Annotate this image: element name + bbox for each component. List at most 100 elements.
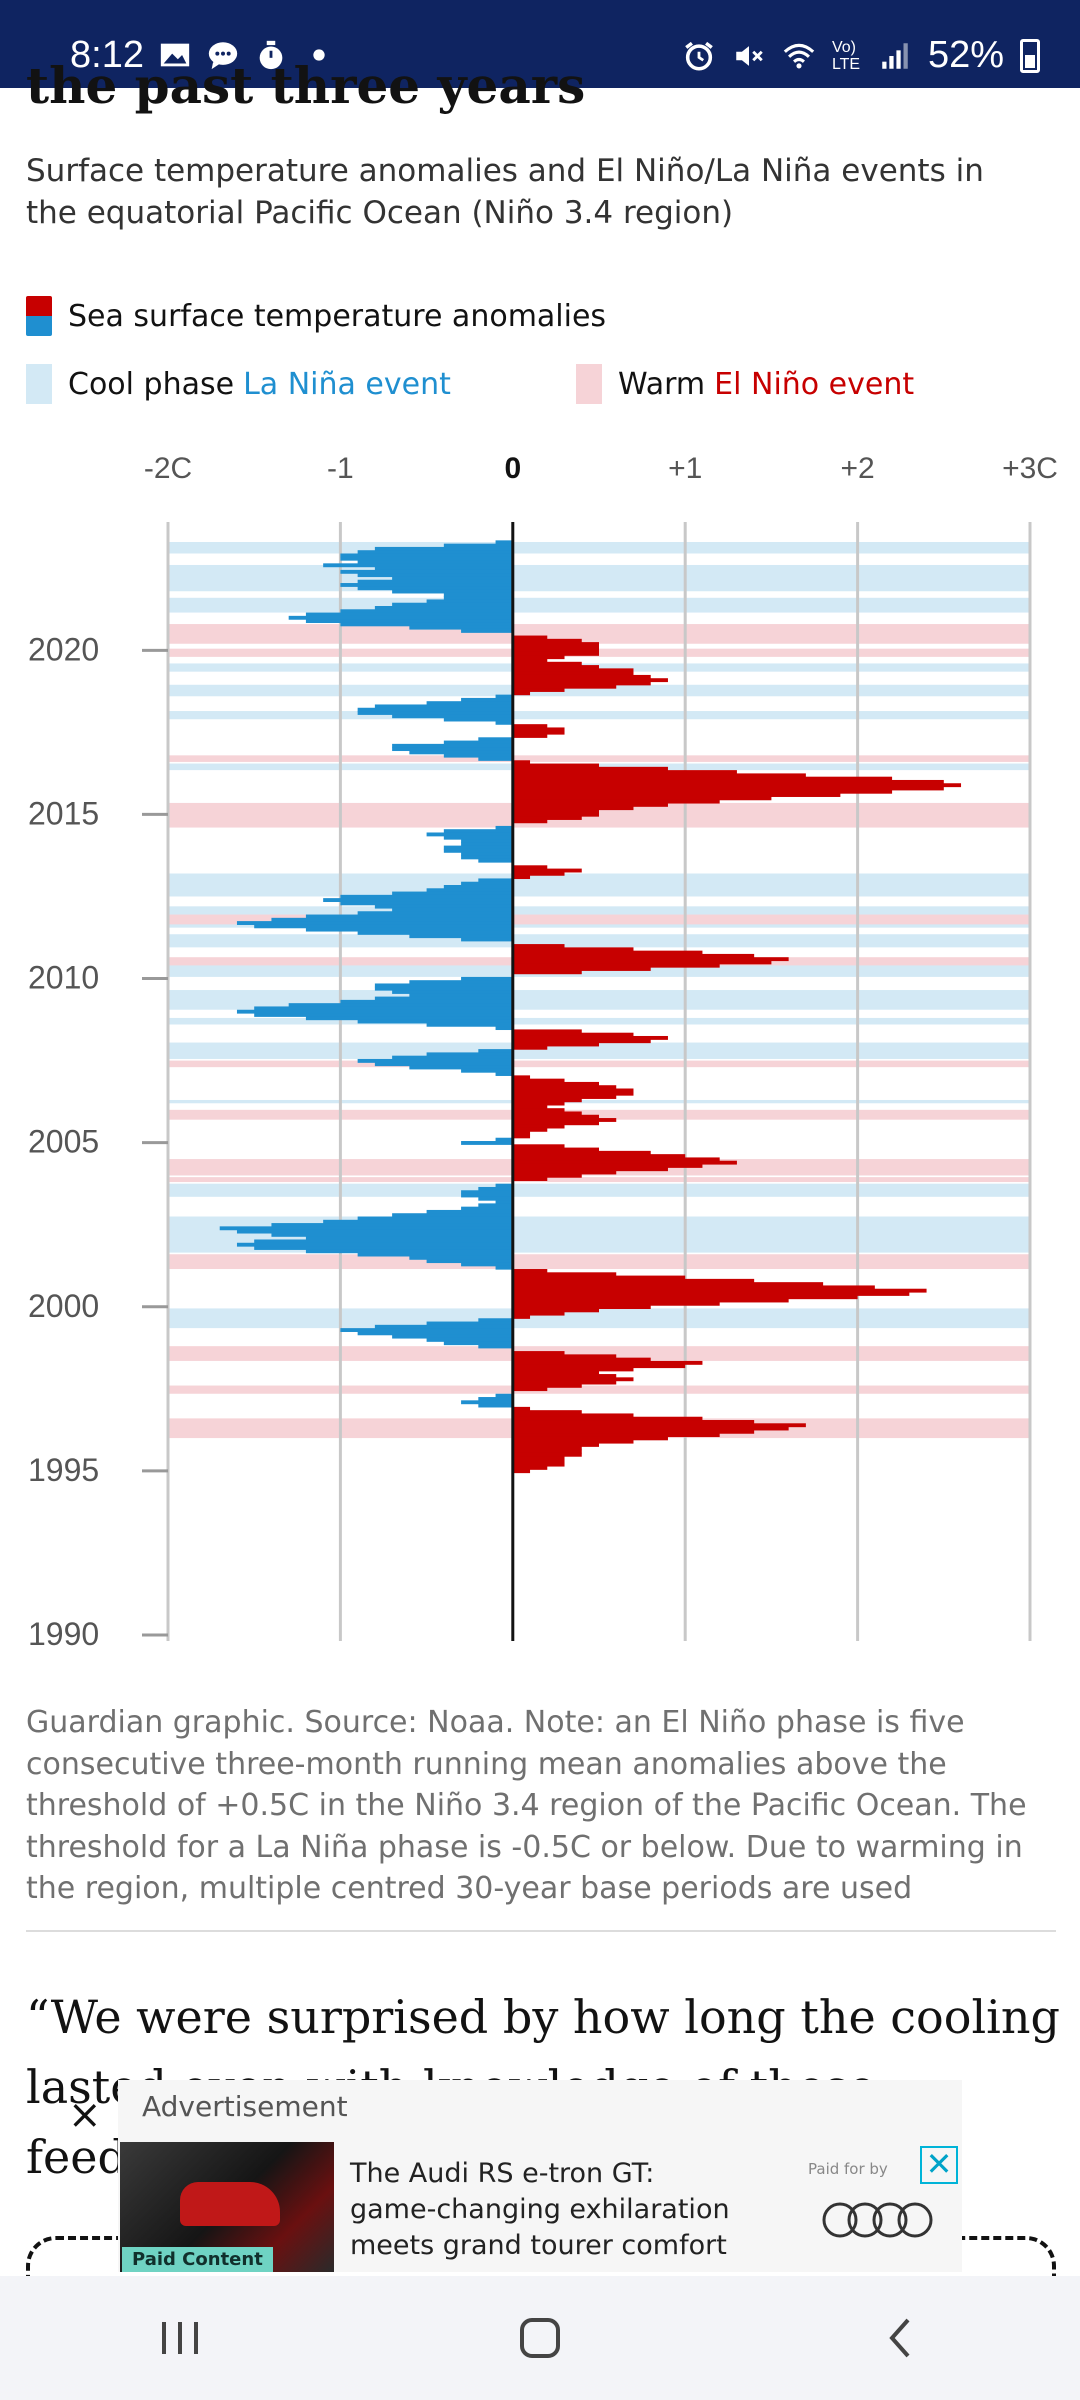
anomaly-bar (443, 717, 513, 722)
x-tick-label: -1 (327, 452, 354, 485)
anomaly-bar (409, 993, 513, 998)
anomaly-bar (288, 1003, 513, 1008)
anomaly-bar (374, 1062, 513, 1067)
anomaly-bar (478, 1403, 513, 1408)
anomaly-bar (409, 625, 513, 630)
anomaly-bar (512, 1104, 548, 1109)
anomaly-bar (512, 806, 634, 811)
anomaly-bar (288, 615, 513, 620)
anomaly-bar (512, 1095, 617, 1099)
advertisement-banner[interactable]: Advertisement Paid Content The Audi RS e… (118, 2080, 962, 2272)
anomaly-bar (305, 914, 513, 919)
cool-swatch (26, 364, 52, 404)
anomaly-bar (426, 1321, 513, 1326)
anomaly-bar (512, 727, 565, 732)
x-tick-label: -2C (144, 452, 192, 485)
cool-phase-band (168, 1183, 1030, 1197)
legend-sst: Sea surface temperature anomalies (26, 296, 606, 336)
enso-chart: -2C -1 0 +1 +2 +3C 2020 2015 2010 2005 2000 1995 19… (28, 452, 1058, 1650)
anomaly-bar (512, 655, 565, 660)
anomaly-bar (512, 816, 582, 820)
anomaly-bar (461, 1193, 513, 1198)
anomaly-bar (426, 1052, 513, 1057)
anomaly-bar (512, 1039, 651, 1044)
anomaly-bar (443, 845, 513, 850)
anomaly-bar (305, 619, 513, 624)
anomaly-bar (512, 963, 720, 968)
anomaly-bar (461, 628, 513, 633)
anomaly-bar (323, 1219, 513, 1224)
alarm-icon (685, 41, 713, 71)
ad-close-icon[interactable]: × (68, 2092, 102, 2138)
anomaly-bar (512, 1029, 582, 1034)
anomaly-bar (357, 1252, 513, 1257)
anomaly-bar (426, 832, 513, 837)
x-tick-label: +1 (668, 452, 702, 485)
anomaly-bar (254, 924, 513, 929)
anomaly-bar (426, 888, 513, 893)
anomaly-bar (357, 711, 513, 715)
anomaly-bar (478, 1196, 513, 1201)
anomaly-bar (512, 1121, 599, 1126)
anomaly-bar (323, 563, 513, 568)
anomaly-bar (512, 1469, 531, 1474)
ad-paid-for: Paid for by (808, 2160, 888, 2178)
ad-image[interactable]: Paid Content (120, 2142, 334, 2272)
anomaly-bar (512, 1285, 875, 1290)
back-button[interactable] (840, 2298, 960, 2378)
anomaly-bar (512, 799, 720, 804)
anomaly-bar (495, 1183, 513, 1188)
ad-dismiss-button[interactable]: ✕ (920, 2146, 958, 2184)
home-button[interactable] (480, 2298, 600, 2378)
anomaly-bar (512, 1292, 910, 1296)
recent-apps-button[interactable] (120, 2298, 240, 2378)
anomaly-bar (512, 1278, 755, 1283)
anomaly-bar (512, 1081, 599, 1086)
anomaly-bar (512, 674, 651, 679)
legend-cool-prefix: Cool phase (68, 366, 235, 402)
divider (26, 1930, 1056, 1932)
anomaly-bar (426, 1337, 513, 1342)
anomaly-bar (357, 911, 513, 916)
anomaly-bar (357, 1058, 513, 1063)
anomaly-bar (409, 1065, 513, 1070)
anomaly-bar (512, 1272, 617, 1277)
anomaly-bar (392, 990, 513, 994)
anomaly-bar (357, 573, 513, 578)
warm-swatch (576, 364, 602, 404)
anomaly-bar (236, 1009, 513, 1014)
anomaly-bar (512, 1308, 599, 1313)
anomaly-bar (512, 1170, 617, 1175)
anomaly-bar (512, 875, 531, 880)
anomaly-bar (254, 1006, 513, 1011)
anomaly-bar (512, 1301, 720, 1306)
anomaly-bar (512, 1423, 806, 1428)
anomaly-bar (495, 720, 513, 725)
back-icon (889, 2318, 910, 2358)
anomaly-bar (461, 1262, 513, 1267)
car-image (180, 2182, 280, 2226)
warm-phase-band (168, 1346, 1030, 1361)
anomaly-bar (478, 1344, 513, 1349)
anomaly-bar (392, 1213, 513, 1218)
anomaly-bar (305, 1236, 513, 1241)
anomaly-bar (512, 1314, 531, 1319)
y-axis-ticks: 2020 2015 2010 2005 2000 1995 1990 (28, 631, 168, 1650)
anomaly-bar (461, 697, 513, 702)
anomaly-bar (461, 1190, 513, 1195)
anomaly-bar (340, 569, 513, 574)
anomaly-bar (512, 773, 806, 778)
anomaly-bar (340, 553, 513, 558)
anomaly-bar (461, 842, 513, 847)
anomaly-bar (236, 921, 513, 925)
anomaly-bar (443, 884, 513, 889)
anomaly-bar (512, 645, 599, 650)
anomaly-bar (512, 1439, 634, 1444)
anomaly-bar (426, 1022, 513, 1027)
anomaly-bar (512, 648, 599, 653)
ad-paid-tag: Paid Content (122, 2247, 273, 2272)
chart-subtitle: Surface temperature anomalies and El Niñ… (26, 153, 984, 231)
ad-text[interactable]: The Audi RS e-tron GT: game-changing exh… (350, 2158, 730, 2261)
anomaly-bar (512, 763, 599, 768)
anomaly-bar (512, 668, 634, 673)
